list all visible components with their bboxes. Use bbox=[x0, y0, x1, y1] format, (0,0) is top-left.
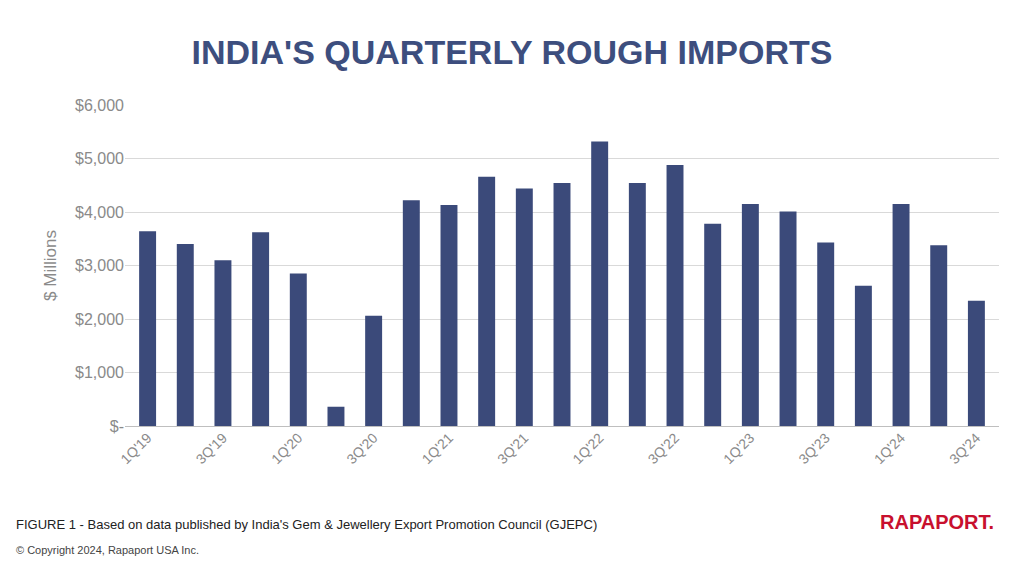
svg-text:3Q'21: 3Q'21 bbox=[494, 430, 532, 468]
svg-text:1Q'22: 1Q'22 bbox=[569, 430, 607, 468]
svg-text:INDIA'S QUARTERLY ROUGH IMPORT: INDIA'S QUARTERLY ROUGH IMPORTS bbox=[192, 33, 833, 71]
svg-text:$ Millions: $ Millions bbox=[41, 230, 60, 301]
svg-text:$5,000: $5,000 bbox=[75, 150, 124, 167]
svg-text:$6,000: $6,000 bbox=[75, 97, 124, 114]
svg-text:FIGURE 1 - Based on data publi: FIGURE 1 - Based on data published by In… bbox=[16, 517, 597, 532]
svg-text:3Q'23: 3Q'23 bbox=[795, 430, 833, 468]
svg-text:1Q'23: 1Q'23 bbox=[720, 430, 758, 468]
svg-text:3Q'19: 3Q'19 bbox=[193, 430, 231, 468]
svg-text:1Q'21: 1Q'21 bbox=[419, 430, 457, 468]
svg-text:1Q'24: 1Q'24 bbox=[871, 430, 909, 468]
svg-text:© Copyright 2024, Rapaport USA: © Copyright 2024, Rapaport USA Inc. bbox=[16, 544, 199, 556]
svg-text:$2,000: $2,000 bbox=[75, 311, 124, 328]
svg-text:1Q'20: 1Q'20 bbox=[268, 430, 306, 468]
svg-text:$1,000: $1,000 bbox=[75, 364, 124, 381]
svg-text:3Q'20: 3Q'20 bbox=[343, 430, 381, 468]
svg-text:1Q'19: 1Q'19 bbox=[117, 430, 155, 468]
svg-text:$-: $- bbox=[110, 418, 124, 435]
svg-text:$3,000: $3,000 bbox=[75, 257, 124, 274]
svg-text:3Q'24: 3Q'24 bbox=[946, 430, 984, 468]
svg-text:3Q'22: 3Q'22 bbox=[645, 430, 683, 468]
svg-text:$4,000: $4,000 bbox=[75, 204, 124, 221]
svg-text:RAPAPORT.: RAPAPORT. bbox=[880, 511, 994, 533]
